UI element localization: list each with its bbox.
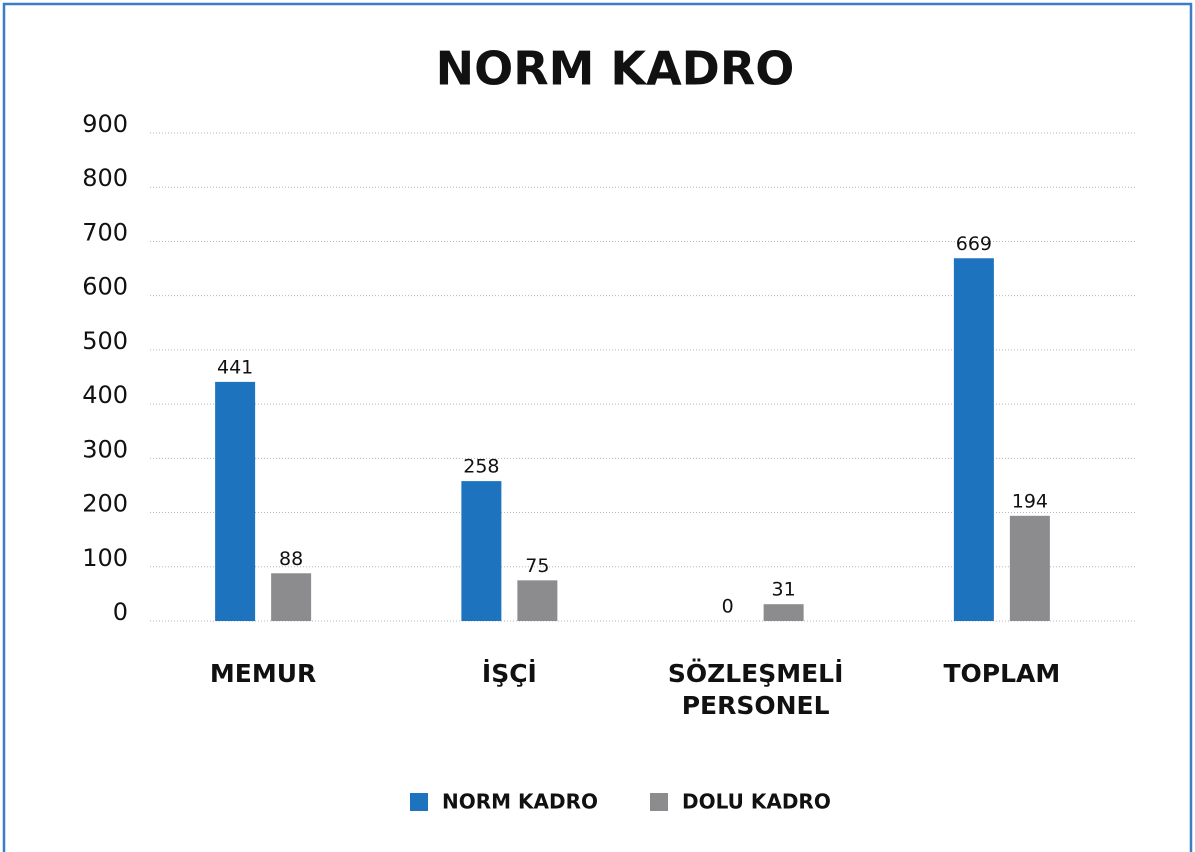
legend-label: DOLU KADRO <box>682 790 831 814</box>
data-label: 75 <box>525 555 549 577</box>
data-label: 0 <box>722 596 734 618</box>
bar <box>461 481 502 621</box>
x-tick-label: İŞÇİ <box>482 658 537 688</box>
legend-swatch <box>650 793 668 811</box>
y-tick-label: 400 <box>82 381 128 409</box>
y-tick-label: 900 <box>82 110 128 138</box>
x-tick-label: TOPLAM <box>943 659 1060 688</box>
y-tick-label: 300 <box>82 435 128 463</box>
legend-label: NORM KADRO <box>442 790 598 814</box>
bar <box>271 573 312 621</box>
bar <box>215 381 256 621</box>
data-label: 258 <box>463 456 499 478</box>
x-tick-label: MEMUR <box>210 659 316 688</box>
bar <box>1009 515 1050 621</box>
y-tick-label: 700 <box>82 218 128 246</box>
bar <box>763 604 804 621</box>
data-label: 194 <box>1012 490 1048 512</box>
y-tick-label: 100 <box>82 544 128 572</box>
data-label: 88 <box>279 548 303 570</box>
y-tick-label: 0 <box>113 598 128 626</box>
data-label: 669 <box>956 233 992 255</box>
y-tick-label: 200 <box>82 490 128 518</box>
data-label: 441 <box>217 356 253 378</box>
chart-title: NORM KADRO <box>436 42 795 96</box>
y-tick-label: 500 <box>82 327 128 355</box>
x-tick-label: SÖZLEŞMELİ PERSONEL <box>668 658 844 720</box>
y-tick-label: 600 <box>82 273 128 301</box>
legend-swatch <box>410 793 428 811</box>
data-label: 31 <box>772 579 796 601</box>
bar <box>953 258 994 621</box>
bar <box>517 580 558 621</box>
y-tick-label: 800 <box>82 164 128 192</box>
